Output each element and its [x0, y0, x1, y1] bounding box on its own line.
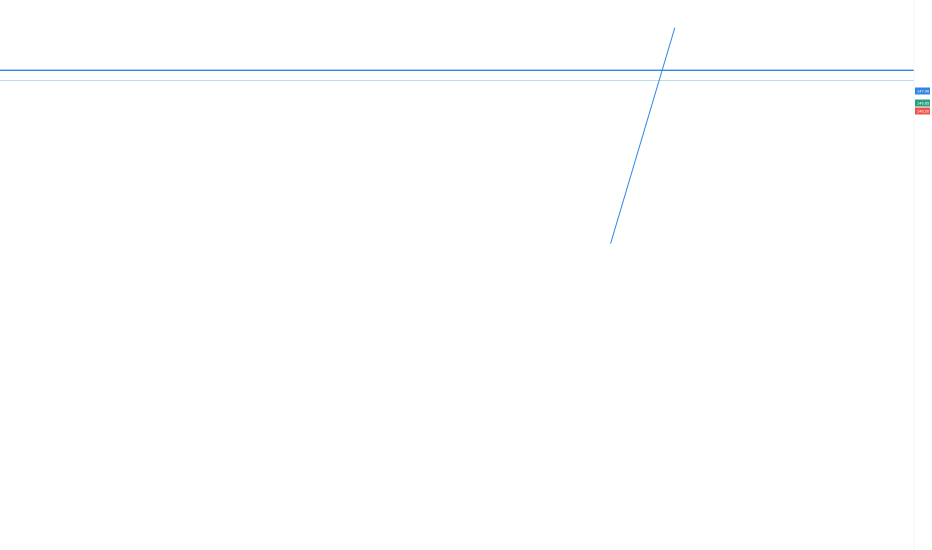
price-badge-last-close	[915, 99, 930, 107]
horizontal-lines	[0, 69, 914, 81]
price-badge-current	[915, 107, 930, 115]
trendline[interactable]	[610, 27, 676, 244]
price-badge-label: 146.85	[917, 101, 930, 106]
price-badges: 147.40 146.85 146.20	[915, 87, 930, 115]
price-badge-resistance	[915, 87, 930, 95]
price-badge-label: 146.20	[917, 109, 930, 114]
price-badge-label: 147.40	[917, 89, 930, 94]
